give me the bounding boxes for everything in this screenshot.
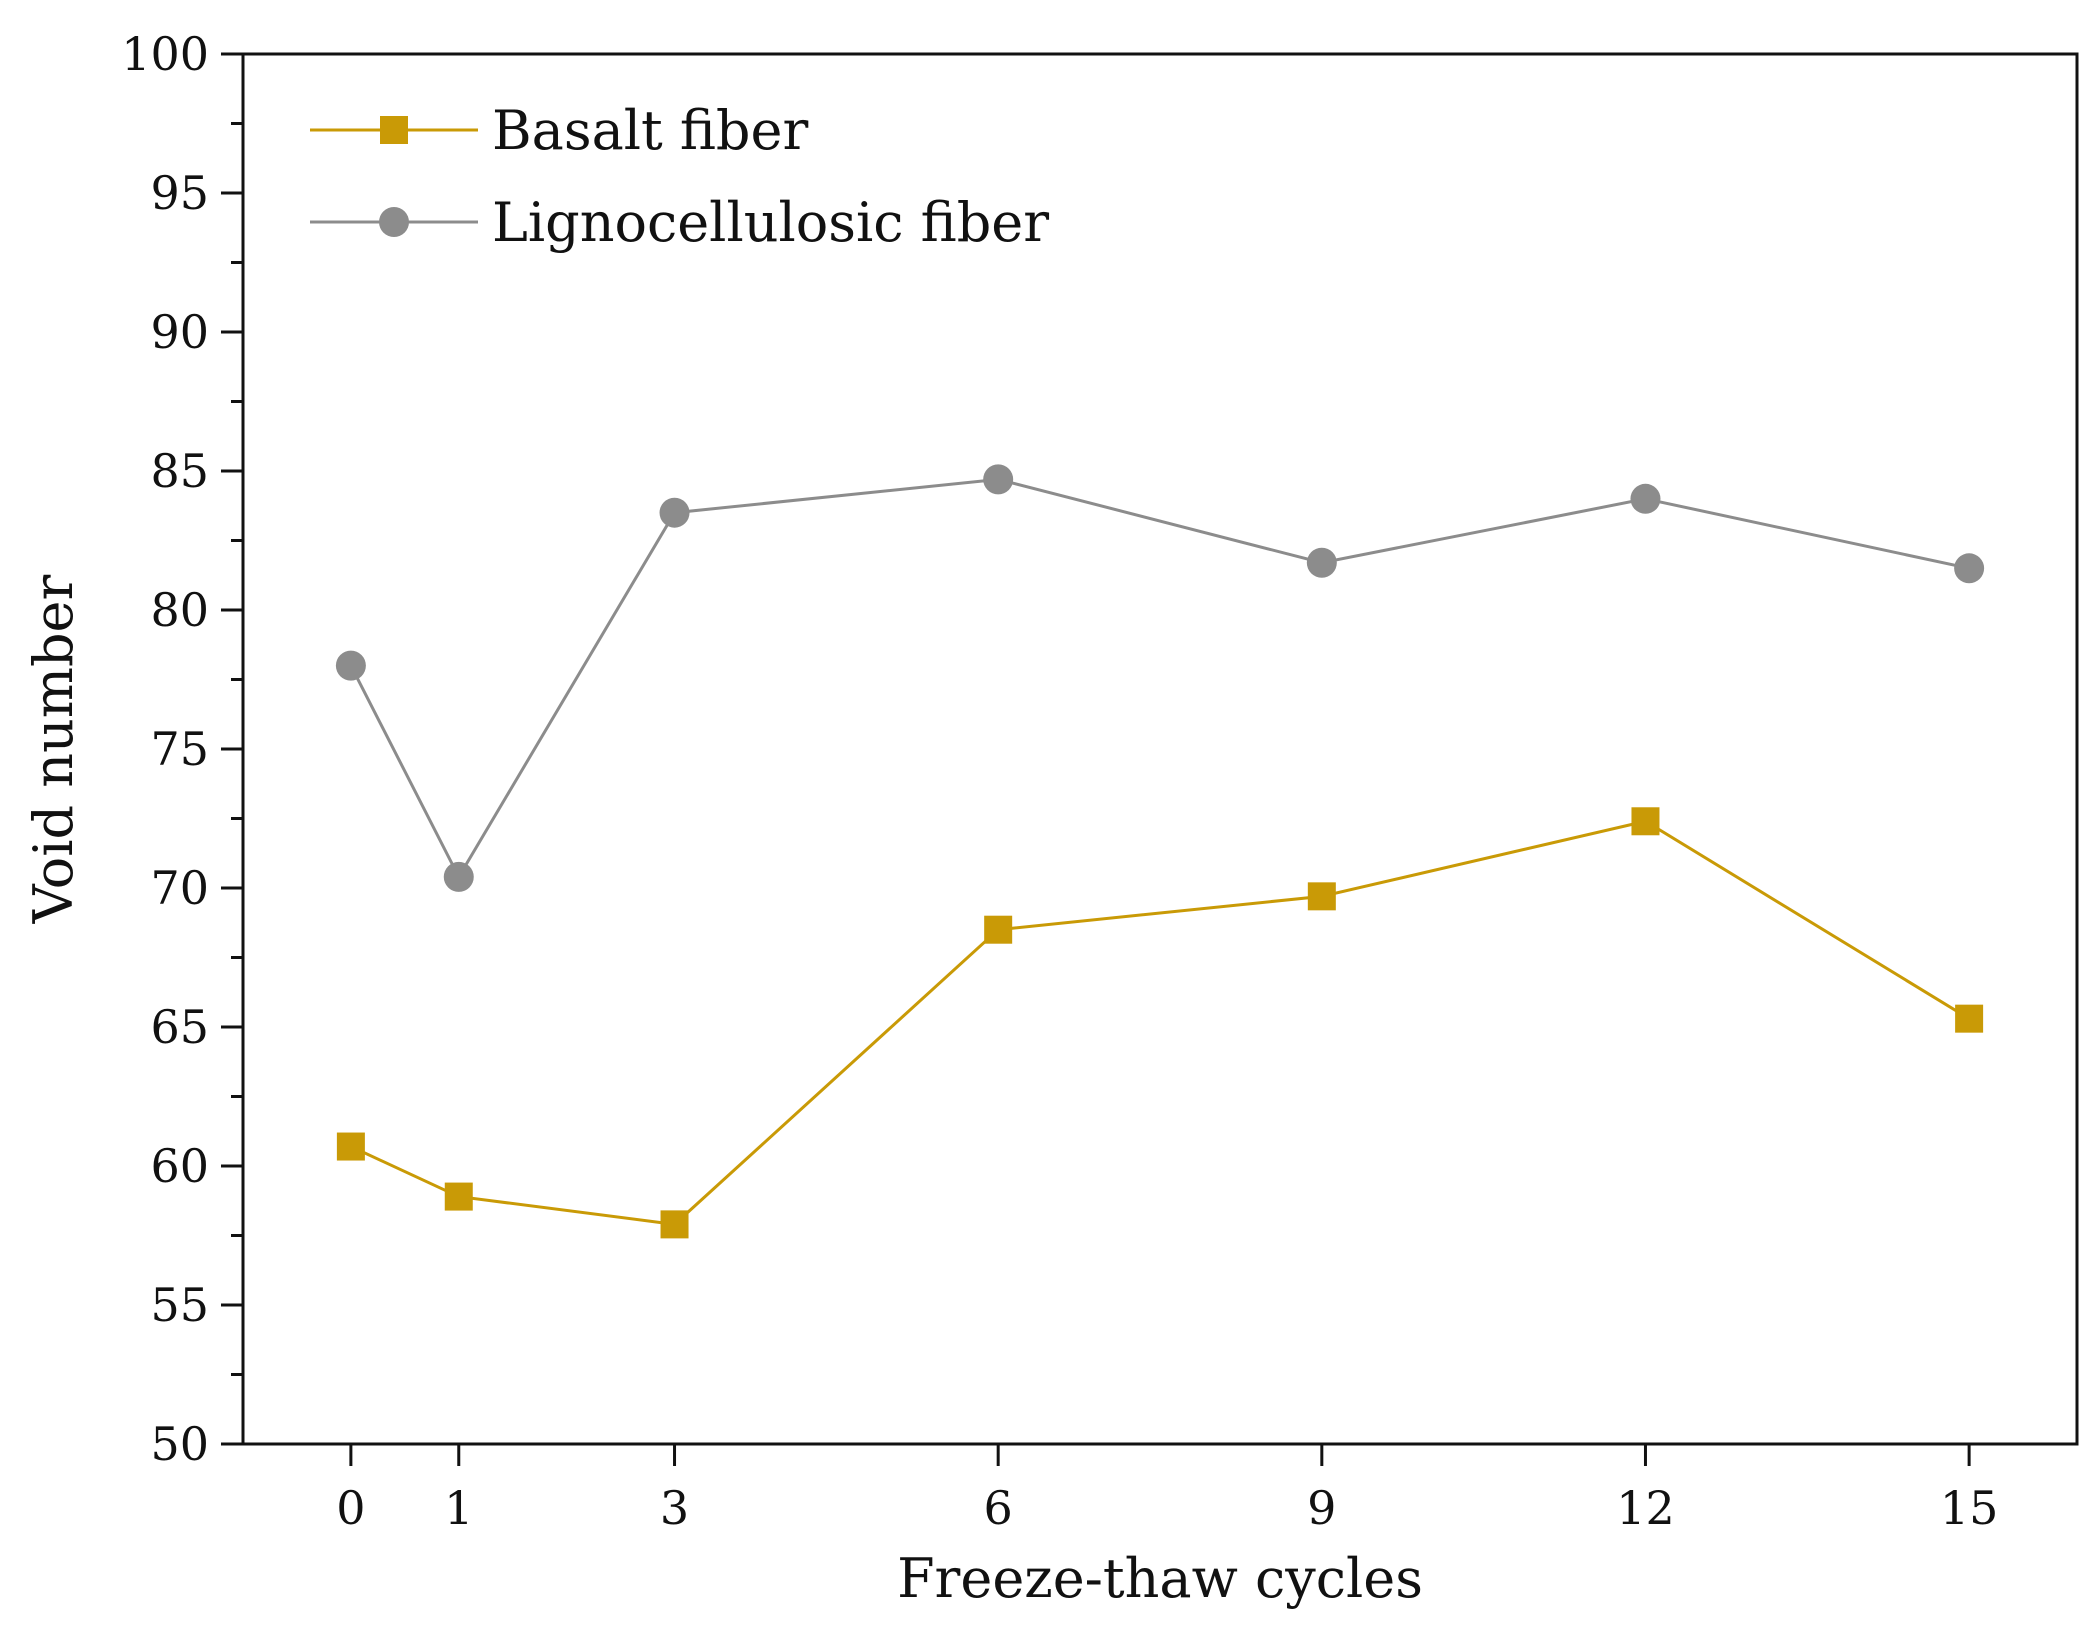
- y-tick-label: 80: [150, 583, 209, 637]
- data-point-lignocellulosic: [443, 861, 474, 892]
- x-tick-label: 3: [660, 1481, 689, 1535]
- y-tick-label: 95: [150, 166, 209, 220]
- legend-marker-circle: [379, 207, 409, 237]
- series-line-basalt-fiber: [350, 819, 1970, 1226]
- y-axis-title: Void number: [22, 574, 85, 924]
- y-tick-label: 65: [150, 1000, 209, 1054]
- data-point-basalt: [336, 1132, 365, 1161]
- x-tick-label: 15: [1940, 1481, 1999, 1535]
- y-tick-label: 50: [150, 1417, 209, 1471]
- y-tick-label: 55: [150, 1278, 209, 1332]
- legend-label-basalt-fiber: Basalt fiber: [492, 99, 808, 162]
- plot-frame: [241, 52, 2079, 1446]
- y-tick-label: 75: [150, 722, 209, 776]
- legend-label-lignocellulosic-fiber: Lignocellulosic fiber: [492, 191, 1049, 254]
- x-tick-label: 12: [1616, 1481, 1675, 1535]
- x-tick-label: 0: [336, 1481, 365, 1535]
- legend: Basalt fiber Lignocellulosic fiber: [310, 99, 1049, 254]
- data-point-lignocellulosic: [1306, 547, 1337, 578]
- y-tick-label: 70: [150, 861, 209, 915]
- data-point-basalt: [1955, 1004, 1984, 1033]
- data-point-basalt: [660, 1210, 689, 1239]
- series-line-lignocellulosic-fiber: [349, 477, 1970, 880]
- y-tick-label: 100: [121, 27, 209, 81]
- data-point-lignocellulosic: [1630, 483, 1661, 514]
- x-tick-label: 9: [1307, 1481, 1336, 1535]
- data-point-basalt: [984, 915, 1013, 944]
- y-axis-ticks: 50 55 60 65 70 75 80 85 90 95 100: [121, 27, 243, 1471]
- x-axis-ticks: 0 1 3 6 9 12 15: [336, 1444, 1998, 1535]
- data-point-lignocellulosic: [1954, 553, 1985, 584]
- y-tick-label: 60: [150, 1139, 209, 1193]
- data-point-basalt: [1307, 882, 1336, 911]
- x-axis-title: Freeze-thaw cycles: [897, 1547, 1423, 1610]
- x-tick-label: 6: [984, 1481, 1013, 1535]
- data-point-lignocellulosic: [335, 650, 366, 681]
- data-point-basalt: [444, 1182, 473, 1211]
- data-point-lignocellulosic: [983, 464, 1014, 495]
- data-point-lignocellulosic: [659, 497, 690, 528]
- series-layer: [335, 464, 1985, 1239]
- y-tick-label: 85: [150, 444, 209, 498]
- y-tick-label: 90: [150, 305, 209, 359]
- legend-marker-square: [380, 116, 408, 144]
- data-point-basalt: [1631, 807, 1660, 836]
- x-tick-label: 1: [444, 1481, 473, 1535]
